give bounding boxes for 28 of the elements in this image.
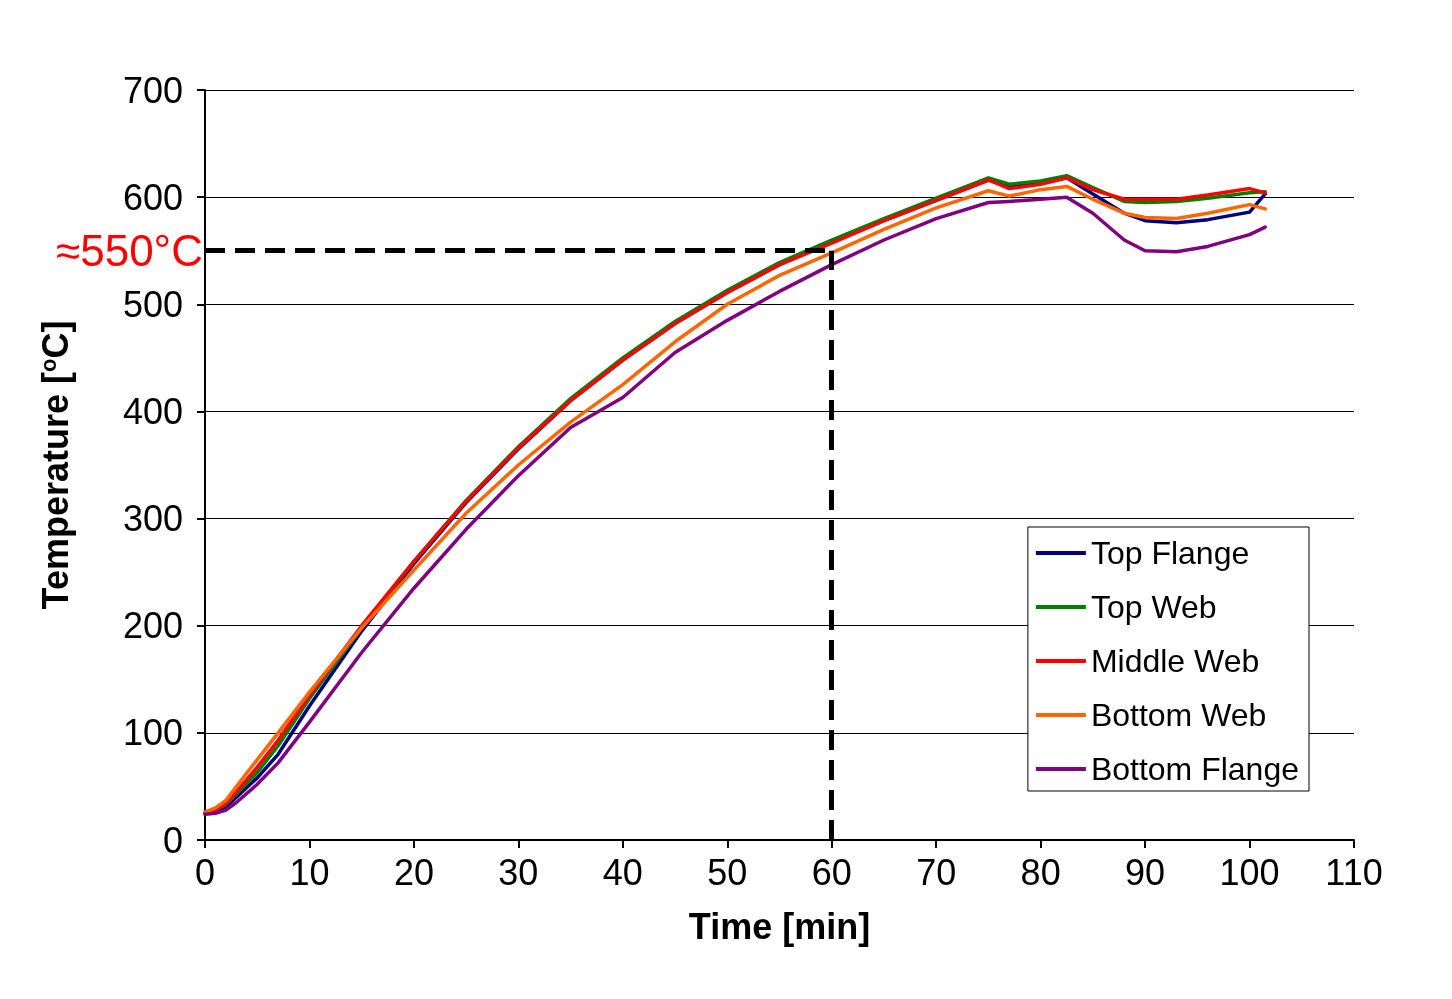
- y-tick-label: 0: [162, 819, 183, 861]
- x-tick-label: 10: [289, 851, 330, 893]
- y-tick-label: 500: [122, 283, 183, 325]
- legend-label: Top Flange: [1090, 535, 1250, 571]
- y-tick-label: 300: [122, 498, 183, 540]
- x-axis-title: Time [min]: [688, 905, 871, 947]
- x-tick-label: 70: [916, 851, 957, 893]
- x-tick-label: 80: [1020, 851, 1061, 893]
- x-tick-label: 20: [393, 851, 434, 893]
- y-tick-label: 600: [122, 176, 183, 218]
- legend-label: Bottom Flange: [1090, 751, 1299, 787]
- x-tick-label: 100: [1219, 851, 1280, 893]
- x-tick-label: 60: [811, 851, 852, 893]
- legend-label: Bottom Web: [1090, 697, 1267, 733]
- x-tick-label: 90: [1125, 851, 1166, 893]
- x-tick-label: 50: [707, 851, 748, 893]
- y-tick-label: 100: [122, 712, 183, 754]
- x-tick-label: 0: [194, 851, 216, 893]
- y-tick-label: 700: [122, 69, 183, 111]
- x-tick-label: 110: [1325, 851, 1383, 893]
- ref-line-label: ≈550°C: [56, 226, 203, 276]
- y-axis-title: Temperature [oC]: [34, 320, 76, 610]
- x-tick-label: 30: [498, 851, 539, 893]
- legend-label: Middle Web: [1090, 643, 1260, 679]
- y-tick-label: 200: [122, 605, 183, 647]
- legend-label: Top Web: [1090, 589, 1217, 625]
- y-tick-label: 400: [122, 390, 183, 432]
- x-tick-label: 40: [602, 851, 643, 893]
